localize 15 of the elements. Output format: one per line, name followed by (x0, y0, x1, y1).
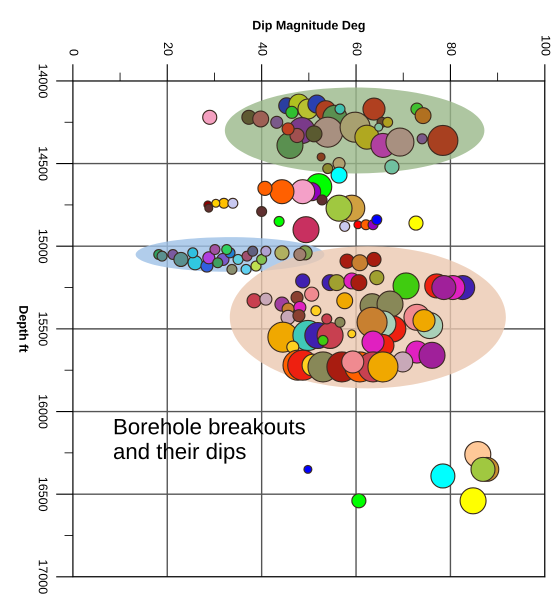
y-tick-label: 16000 (38, 395, 48, 428)
x-tick-label: 80 (447, 42, 456, 56)
y-tick-label: 17000 (38, 560, 48, 594)
y-tick-label: 15500 (38, 312, 48, 346)
x-tick-label: 40 (258, 42, 268, 56)
y-tick-label: 15000 (38, 230, 48, 264)
x-tick-label: 0 (70, 49, 78, 56)
y-axis-title: Depth ft (16, 306, 28, 352)
y-tick-label: 14500 (38, 147, 48, 180)
x-axis-title: Dip Magnitude Deg (253, 20, 365, 32)
y-tick-label: 16500 (38, 478, 48, 512)
x-tick-label: 60 (352, 42, 362, 56)
x-tick-label: 20 (164, 42, 173, 56)
x-tick-label: 100 (541, 36, 550, 56)
y-tick-label: 14000 (38, 64, 48, 98)
